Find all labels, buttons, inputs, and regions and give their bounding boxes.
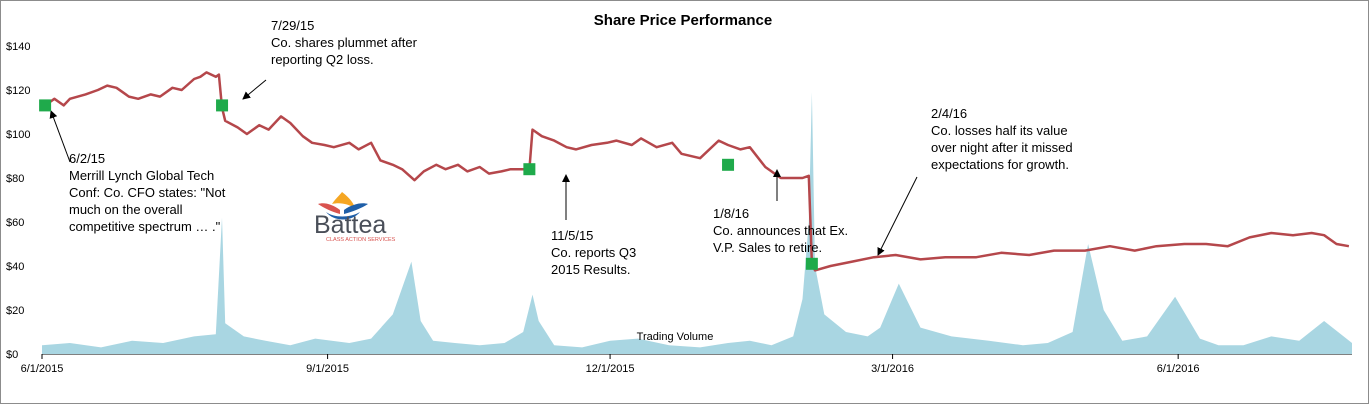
event-marker [805, 257, 818, 270]
annotation-text: 2015 Results. [551, 262, 631, 277]
logo-wordmark: Battea [314, 211, 386, 239]
annotation-date: 6/2/15 [69, 151, 105, 166]
annotation-text: Co. shares plummet after [271, 35, 418, 50]
logo-swoosh-left [318, 203, 340, 214]
annotation-text: V.P. Sales to retire. [713, 240, 822, 255]
y-tick-label: $60 [6, 217, 24, 229]
y-tick-label: $0 [6, 349, 18, 361]
x-axis: 6/1/2015 9/1/2015 12/1/2015 3/1/2016 6/1/201… [21, 353, 1352, 375]
annotation-arrow [877, 176, 918, 256]
volume-label: Trading Volume [637, 331, 714, 343]
volume-area [42, 92, 1352, 354]
annotation-text: much on the overall [69, 202, 183, 217]
event-marker [216, 99, 229, 112]
annotation-arrow [49, 110, 71, 163]
annotations: 6/2/15 Merrill Lynch Global Tech Conf: Co.… [39, 18, 1073, 277]
y-tick-label: $120 [6, 85, 30, 97]
logo-swoosh-bottom [326, 212, 360, 220]
annotation-text: over night after it missed [931, 140, 1073, 155]
battea-logo: Battea CLASS ACTION SERVICES [314, 192, 396, 243]
chart-title: Share Price Performance [594, 12, 772, 29]
annotation-text: Merrill Lynch Global Tech [69, 168, 214, 183]
event-marker [39, 99, 52, 112]
logo-swoosh-top [332, 192, 355, 208]
x-tick-label: 9/1/2015 [306, 363, 349, 375]
price-line [44, 71, 1350, 272]
volume-series [42, 92, 1352, 354]
annotation-date: 1/8/16 [713, 206, 749, 221]
y-tick-label: $40 [6, 261, 24, 273]
y-tick-label: $80 [6, 173, 24, 185]
annotation-arrow [242, 79, 267, 100]
x-tick-label: 6/1/2015 [21, 363, 64, 375]
annotation-date: 2/4/16 [931, 106, 967, 121]
event-marker [722, 158, 735, 171]
x-tick-label: 3/1/2016 [871, 363, 914, 375]
y-tick-label: $100 [6, 129, 30, 141]
annotation-text: expectations for growth. [931, 157, 1069, 172]
y-tick-label: $20 [6, 305, 24, 317]
annotation-text: Conf: Co. CFO states: "Not [69, 185, 226, 200]
annotation-text: Co. losses half its value [931, 123, 1068, 138]
y-axis: $0 $20 $40 $60 $80 $100 $120 $140 [6, 41, 30, 361]
annotation-text: Co. announces that Ex. [713, 223, 848, 238]
annotation-text: Co. reports Q3 [551, 245, 636, 260]
annotation-date: 11/5/15 [551, 228, 593, 243]
y-tick-label: $140 [6, 41, 30, 53]
annotation-text: reporting Q2 loss. [271, 52, 374, 67]
x-tick-label: 12/1/2015 [586, 363, 635, 375]
price-series [44, 71, 1350, 272]
annotation-text: competitive spectrum … ." [69, 219, 221, 234]
x-tick-label: 6/1/2016 [1157, 363, 1200, 375]
logo-tagline: CLASS ACTION SERVICES [326, 237, 396, 243]
event-marker [523, 163, 536, 176]
annotation-date: 7/29/15 [271, 18, 314, 33]
logo-swoosh-right [344, 203, 368, 214]
